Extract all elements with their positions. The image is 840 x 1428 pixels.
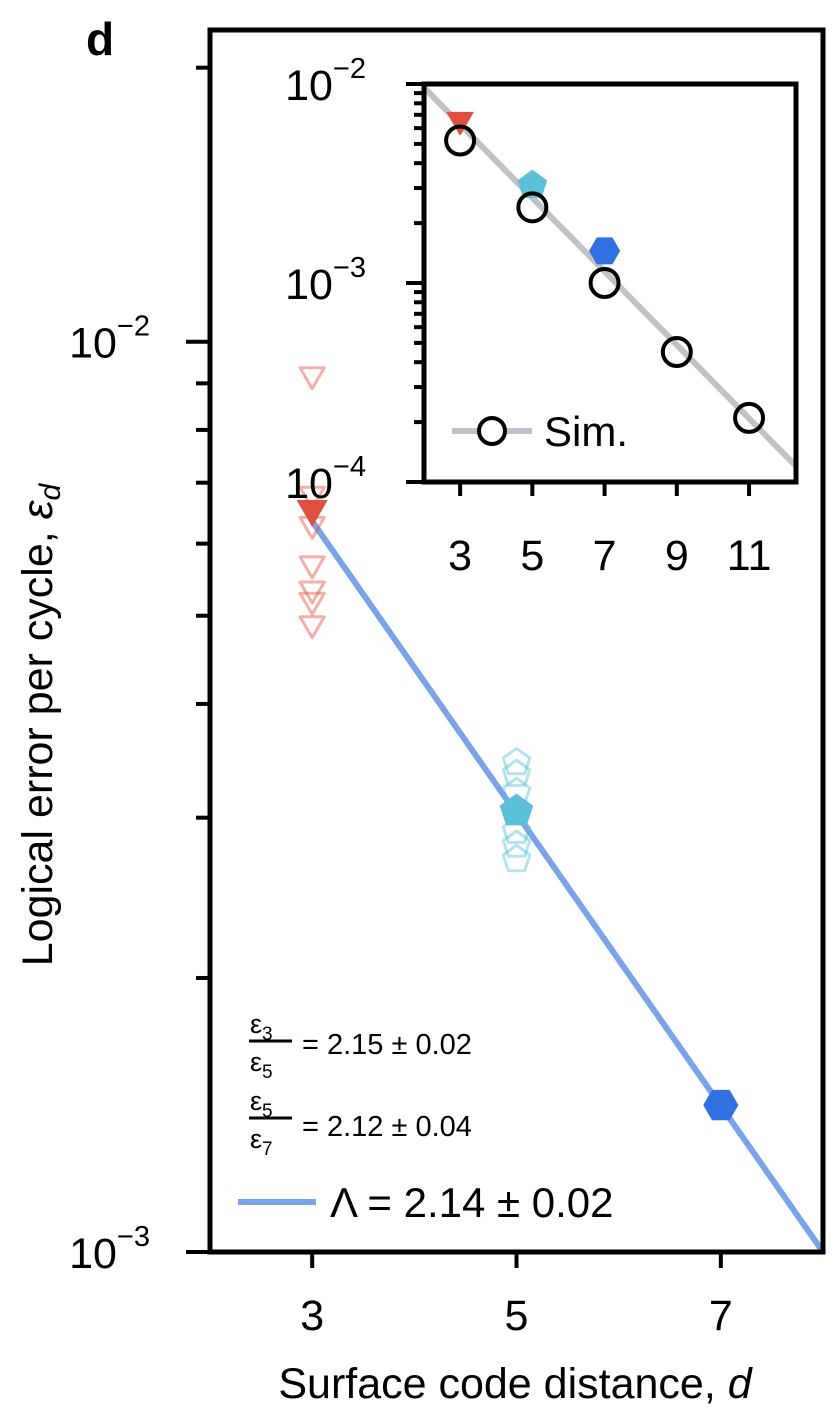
mean-point (499, 793, 534, 826)
main-points (296, 366, 739, 1121)
inset-y-tick-label: 10−4 (285, 451, 366, 508)
svg-text:= 2.12 ± 0.04: = 2.12 ± 0.04 (302, 1111, 472, 1143)
main-legend: Λ = 2.14 ± 0.02 (238, 1179, 613, 1226)
main-y-tick-labels: 10−3 10−2 (69, 311, 150, 1278)
individual-point (298, 591, 326, 616)
inset-x-tick-label: 7 (593, 532, 617, 580)
individual-point (501, 758, 532, 787)
y-tick-label: 10−3 (69, 1221, 150, 1278)
mean-point (703, 1089, 739, 1121)
inset-x-tick-label: 11 (727, 532, 772, 580)
svg-text:ε5: ε5 (250, 1086, 273, 1122)
inset-points (444, 111, 766, 434)
y-tick-label: 10−2 (69, 311, 150, 368)
inset-plot: 10−4 10−3 10−2 3 5 7 9 11 Sim. (285, 53, 799, 580)
main-axes-frame (207, 27, 826, 1255)
main-x-tick-labels: 3 5 7 (300, 1292, 733, 1340)
sim-point (444, 124, 477, 157)
mean-point (296, 500, 328, 527)
individual-point (298, 615, 326, 640)
individual-point (298, 485, 326, 510)
sim-legend-label: Sim. (544, 408, 628, 455)
sim-point (733, 401, 766, 434)
x-axis-label: Surface code distance, d (278, 1360, 753, 1408)
inset-y-tick-label: 10−3 (285, 252, 366, 309)
inset-legend: Sim. (452, 408, 628, 455)
inset-y-tick-label: 10−2 (285, 53, 366, 110)
sim-line (421, 85, 799, 469)
individual-point (298, 580, 326, 605)
svg-text:= 2.15 ± 0.02: = 2.15 ± 0.02 (302, 1029, 472, 1061)
ratio-annotation-1: ε3 ε5 = 2.15 ± 0.02 (249, 1009, 472, 1083)
fit-line (309, 519, 826, 1254)
inset-experiment-point (446, 111, 474, 136)
inset-experiment-point (517, 169, 548, 198)
x-tick-label: 7 (709, 1292, 733, 1340)
individual-point (501, 815, 532, 844)
inset-x-tick-label: 9 (665, 532, 689, 580)
inset-axes-frame (421, 81, 799, 485)
inset-x-tick-labels: 3 5 7 9 11 (448, 532, 771, 580)
x-tick-label: 5 (505, 1292, 529, 1340)
sim-legend-marker (477, 416, 507, 446)
individual-point (501, 829, 532, 858)
svg-text:ε3: ε3 (250, 1009, 273, 1045)
x-tick-label: 3 (300, 1292, 324, 1340)
individual-point (298, 366, 326, 391)
inset-x-tick-label: 5 (520, 532, 544, 580)
svg-text:ε5: ε5 (250, 1047, 273, 1083)
individual-point (501, 746, 532, 776)
y-axis-label: Logical error per cycle, εd (14, 482, 67, 966)
individual-point (298, 555, 326, 580)
sim-point (516, 191, 549, 224)
panel-letter: d (86, 13, 114, 65)
ratio-annotation-2: ε5 ε7 = 2.12 ± 0.04 (249, 1086, 472, 1160)
legend-label: Λ = 2.14 ± 0.02 (330, 1179, 613, 1226)
sim-point (588, 267, 621, 299)
inset-y-tick-labels: 10−4 10−3 10−2 (285, 53, 366, 508)
inset-x-tick-label: 3 (448, 532, 472, 580)
individual-point (501, 843, 532, 873)
svg-text:ε7: ε7 (250, 1124, 273, 1160)
inset-experiment-point (589, 237, 621, 265)
sim-point (660, 336, 693, 369)
